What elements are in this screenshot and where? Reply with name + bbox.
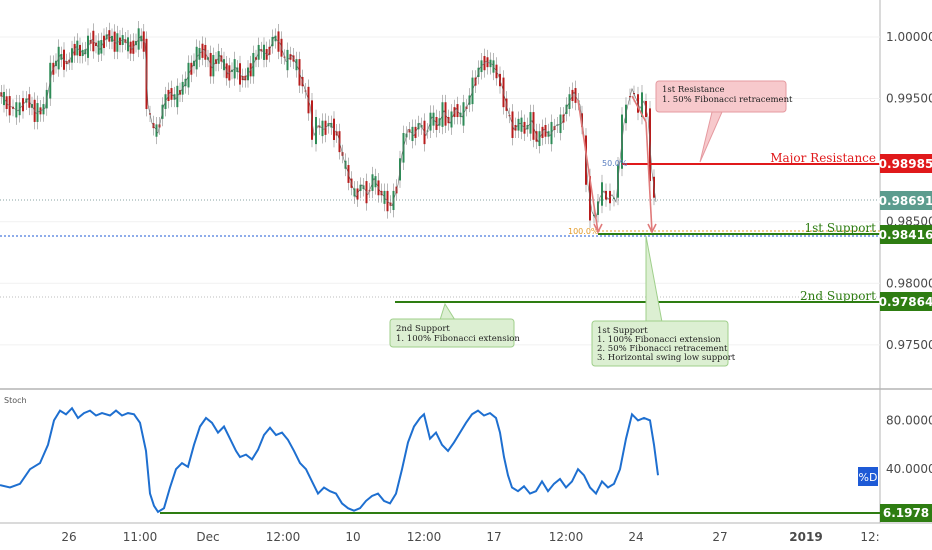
time-tick-2: Dec — [196, 530, 219, 544]
time-tick-7: 12:00 — [549, 530, 584, 544]
time-tick-8: 24 — [628, 530, 643, 544]
price-tick-0: 1.00000 — [886, 30, 932, 44]
support1-note[interactable]: 1st Support 1. 100% Fibonacci extension … — [591, 235, 736, 367]
stoch-level-badge-bg — [880, 504, 932, 522]
resistance-note[interactable]: 1st Resistance 1. 50% Fibonacci retracem… — [655, 80, 793, 163]
stoch-d-badge-bg — [858, 467, 878, 486]
resistance-note-line-1: 1st Resistance — [662, 85, 725, 95]
second-support-price: 0.97864 — [879, 295, 932, 309]
first-support-badge-bg — [880, 225, 932, 244]
stoch-axis[interactable]: 80.0000 40.0000 — [886, 413, 932, 476]
time-tick-4: 10 — [345, 530, 360, 544]
current-price-badge: 0.98691 — [879, 191, 932, 210]
current-price-badge-bg — [880, 191, 932, 210]
time-tick-11: 12: — [860, 530, 879, 544]
stoch-line — [0, 406, 659, 514]
major-resistance-label: Major Resistance — [770, 151, 876, 165]
time-tick-3: 12:00 — [266, 530, 301, 544]
stoch-tick-0: 80.0000 — [886, 413, 932, 427]
time-tick-1: 11:00 — [123, 530, 158, 544]
support1-note-box — [591, 320, 729, 367]
resistance-note-box — [655, 80, 787, 113]
first-support-price: 0.98416 — [879, 228, 932, 242]
fib-100-label: 100.0% — [568, 227, 599, 236]
major-resistance-badge: 0.98985 — [879, 154, 932, 173]
support2-note-box — [389, 318, 515, 348]
fib-arrow-1-head — [593, 223, 603, 234]
fib-arrow-3-head — [647, 223, 657, 234]
stoch-level-value: 6.1978 — [883, 506, 929, 520]
support2-note-line-2: 1. 100% Fibonacci extension — [396, 334, 520, 344]
major-resistance-price: 0.98985 — [879, 157, 932, 171]
time-tick-5: 12:00 — [407, 530, 442, 544]
time-tick-9: 27 — [712, 530, 727, 544]
second-support-label: 2nd Support — [800, 289, 876, 303]
support2-note[interactable]: 2nd Support 1. 100% Fibonacci extension — [389, 302, 520, 348]
price-tick-4: 0.97500 — [886, 338, 932, 352]
fib-arrow-1 — [577, 99, 599, 233]
stoch-tick-1: 40.0000 — [886, 462, 932, 476]
stoch-level-badge: 6.1978 — [880, 504, 932, 522]
current-price-value: 0.98691 — [879, 194, 932, 208]
time-tick-10: 2019 — [789, 530, 822, 544]
stoch-d-label: %D — [859, 471, 878, 484]
fib-arrow-2 — [631, 95, 647, 123]
fib-arrow-3 — [645, 121, 653, 233]
major-resistance-badge-bg — [880, 154, 932, 173]
time-tick-6: 17 — [486, 530, 501, 544]
second-support-badge: 0.97864 — [879, 292, 932, 311]
resistance-note-line-2: 1. 50% Fibonacci retracement — [662, 95, 793, 105]
support1-note-line-4: 3. Horizontal swing low support — [597, 353, 736, 363]
time-axis[interactable]: 26 11:00 Dec 12:00 10 12:00 17 12:00 24 27 2019 12: — [61, 530, 879, 544]
support1-note-line-1: 1st Support — [597, 326, 648, 336]
fib-arrows — [577, 95, 657, 234]
support2-note-line-1: 2nd Support — [396, 324, 450, 334]
stoch-d-badge: %D — [858, 467, 878, 486]
time-tick-0: 26 — [61, 530, 76, 544]
price-tick-3: 0.98000 — [886, 276, 932, 290]
stoch-label: Stoch — [4, 396, 27, 405]
first-support-badge: 0.98416 — [879, 225, 932, 244]
price-tick-1: 0.99500 — [886, 92, 932, 106]
second-support-badge-bg — [880, 292, 932, 311]
fib-50-label: 50.0% — [602, 159, 628, 168]
support1-note-line-2: 1. 100% Fibonacci extension — [597, 335, 721, 345]
first-support-label: 1st Support — [804, 221, 876, 235]
support1-note-line-3: 2. 50% Fibonacci retracement — [597, 344, 728, 354]
stoch-panel[interactable] — [0, 390, 880, 523]
